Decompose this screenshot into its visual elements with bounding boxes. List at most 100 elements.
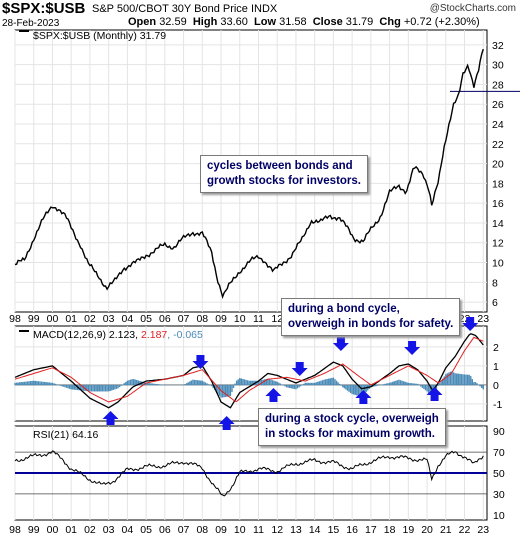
macd-histogram-bar: [471, 379, 474, 386]
annotation-bond-line1: during a bond cycle,: [288, 303, 400, 315]
macd-histogram-bar: [125, 381, 127, 386]
x-tick-label-bottom: 11: [253, 524, 264, 536]
macd-histogram-bar: [413, 383, 416, 386]
macd-histogram-bar: [184, 384, 186, 386]
macd-histogram-bar: [223, 384, 225, 398]
x-tick-label-top: 09: [215, 313, 227, 325]
macd-histogram-bar: [131, 379, 133, 386]
macd-histogram-bar: [459, 373, 461, 386]
macd-histogram-bar: [36, 381, 38, 386]
macd-histogram-bar: [84, 384, 86, 391]
arrow-up-icon: [102, 411, 119, 425]
macd-histogram-bar: [79, 384, 82, 391]
rsi-y-tick-label: 10: [493, 510, 505, 522]
macd-histogram-bar: [106, 384, 108, 392]
price-y-tick-label: 14: [492, 218, 504, 230]
macd-histogram-bar: [114, 384, 116, 390]
macd-histogram-bar: [346, 384, 349, 391]
rsi-y-tick-label: 70: [493, 447, 505, 459]
macd-histogram-bar: [159, 384, 161, 386]
macd-histogram-bar: [328, 378, 330, 386]
annotation-stock-line1: during a stock cycle, overweigh: [265, 413, 439, 425]
macd-histogram-bar: [424, 384, 427, 391]
x-tick-label-top: 07: [178, 313, 190, 325]
macd-histogram-bar: [457, 373, 459, 386]
macd-histogram-bar: [98, 384, 100, 392]
macd-histogram-bar: [48, 382, 51, 386]
macd-histogram-bar: [153, 383, 155, 386]
macd-histogram-bar: [134, 379, 136, 386]
macd-histogram-bar: [317, 381, 319, 386]
macd-histogram-bar: [112, 384, 115, 390]
x-tick-label-top: 11: [253, 313, 264, 325]
macd-histogram-bar: [72, 384, 74, 390]
macd-histogram-bar: [468, 374, 470, 386]
macd-histogram-bar: [313, 382, 316, 386]
x-tick-label-bottom: 13: [290, 524, 302, 536]
macd-histogram-bar: [309, 382, 311, 386]
rsi-y-tick-label: 50: [493, 468, 505, 480]
macd-histogram-bar: [356, 384, 358, 396]
macd-histogram-bar: [31, 380, 33, 386]
rsi-y-tick-label: 90: [493, 426, 505, 438]
macd-histogram-bar: [381, 384, 383, 386]
macd-histogram-bar: [446, 373, 449, 386]
macd-histogram-bar: [285, 384, 288, 388]
macd-histogram-bar: [392, 381, 394, 386]
macd-histogram-bar: [185, 383, 188, 386]
macd-histogram-bar: [456, 373, 458, 386]
macd-histogram-bar: [415, 383, 417, 386]
x-tick-label-bottom: 03: [103, 524, 115, 536]
price-y-tick-label: 18: [492, 178, 504, 190]
macd-histogram-bar: [406, 382, 408, 386]
macd-histogram-bar: [426, 384, 428, 392]
price-legend: $SPX:$USB (Monthly) 31.79: [33, 30, 166, 42]
x-tick-label-bottom: 17: [365, 524, 377, 536]
macd-histogram-bar: [157, 384, 160, 386]
macd-histogram-bar: [56, 384, 58, 386]
macd-histogram-bar: [204, 382, 207, 386]
macd-histogram-bar: [289, 384, 291, 388]
price-y-tick-label: 12: [492, 238, 504, 250]
macd-histogram-bar: [104, 384, 107, 392]
macd-histogram-bar: [195, 380, 197, 386]
low-label: Low: [254, 16, 277, 28]
x-tick-label-bottom: 15: [328, 524, 340, 536]
macd-histogram-bar: [234, 383, 236, 386]
x-tick-label-top: 08: [196, 313, 208, 325]
macd-histogram-bar: [267, 378, 269, 386]
macd-histogram-bar: [441, 378, 444, 386]
macd-histogram-bar: [462, 374, 464, 386]
macd-histogram-bar: [343, 384, 346, 389]
macd-histogram-bar: [465, 374, 467, 386]
macd-histogram-bar: [150, 383, 152, 386]
macd-histogram-bar: [287, 384, 289, 388]
x-tick-label-bottom: 21: [440, 524, 452, 536]
macd-histogram-bar: [337, 382, 339, 386]
macd-histogram-bar: [256, 380, 258, 386]
macd-histogram-bar: [231, 384, 233, 393]
chart-date: 28-Feb-2023: [2, 18, 60, 29]
macd-histogram-bar: [298, 384, 300, 388]
change-label: Chg: [379, 16, 401, 28]
macd-histogram-bar: [17, 382, 19, 386]
macd-histogram-bar: [407, 382, 410, 386]
macd-histogram-bar: [120, 384, 122, 386]
macd-histogram-bar: [123, 383, 125, 386]
macd-histogram-bar: [402, 381, 405, 386]
macd-histogram-bar: [390, 382, 392, 386]
x-tick-label-top: 12: [271, 313, 283, 325]
macd-histogram-bar: [240, 378, 243, 386]
macd-histogram-bar: [132, 379, 135, 386]
arrow-up-icon: [355, 390, 372, 404]
open-value: 32.59: [159, 16, 187, 28]
macd-histogram-bar: [210, 384, 213, 387]
price-y-tick-label: 16: [492, 198, 504, 210]
macd-histogram-bar: [68, 384, 71, 389]
macd-histogram-bar: [271, 380, 274, 386]
macd-histogram-bar: [396, 380, 399, 386]
macd-histogram-bar: [203, 381, 205, 386]
macd-histogram-bar: [306, 382, 308, 386]
macd-histogram-bar: [412, 383, 414, 386]
price-y-tick-label: 6: [492, 297, 498, 309]
